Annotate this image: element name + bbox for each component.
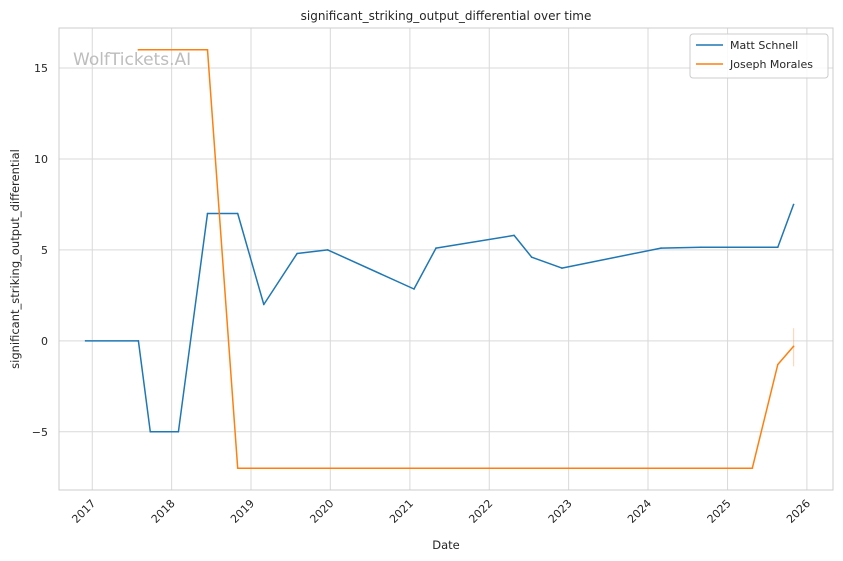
y-tick-label: 5 [41,244,48,257]
y-tick-label: 0 [41,335,48,348]
data-point-joseph-morales [751,467,754,469]
data-point-matt-schnell [326,249,329,251]
plot-area [59,28,833,490]
watermark: WolfTickets.AI [73,50,191,70]
data-point-matt-schnell [413,288,415,290]
data-point-matt-schnell [149,430,152,433]
series-line-joseph-morales [138,49,795,469]
data-point-matt-schnell [263,303,265,306]
data-point-matt-schnell [296,252,298,255]
legend-label-joseph-morales: Joseph Morales [729,58,813,71]
y-tick-label: 15 [34,62,48,75]
data-point-joseph-morales [776,363,779,366]
data-point-joseph-morales [236,467,239,469]
data-point-matt-schnell [776,246,779,248]
x-axis-label: Date [432,538,460,552]
series-line-matt-schnell [85,204,795,433]
data-point-matt-schnell [700,246,702,248]
legend-box [689,33,829,79]
y-axis: −5 0 5 10 15 [32,62,48,439]
data-point-joseph-morales [137,49,140,51]
data-point-matt-schnell [236,212,239,215]
data-point-matt-schnell [84,340,87,342]
chart-title: significant_striking_output_differential… [301,9,592,23]
data-point-matt-schnell [177,430,180,433]
data-point-matt-schnell [435,247,437,249]
plot-frame [58,27,834,491]
y-axis-label: significant_striking_output_differential [8,149,22,369]
grid [59,28,833,490]
data-point-matt-schnell [792,203,795,206]
data-point-joseph-morales [206,49,209,51]
data-point-matt-schnell [513,234,515,237]
y-tick-label: −5 [32,426,48,439]
data-point-matt-schnell [206,212,209,215]
data-point-joseph-morales [792,345,795,348]
data-point-matt-schnell [561,267,563,269]
data-point-matt-schnell [660,247,662,249]
data-point-matt-schnell [530,256,533,258]
data-point-matt-schnell [137,340,140,342]
series-layer [84,49,795,469]
legend-label-matt-schnell: Matt Schnell [730,39,798,52]
legend: Matt Schnell Joseph Morales [689,33,829,79]
y-tick-label: 10 [34,153,48,166]
